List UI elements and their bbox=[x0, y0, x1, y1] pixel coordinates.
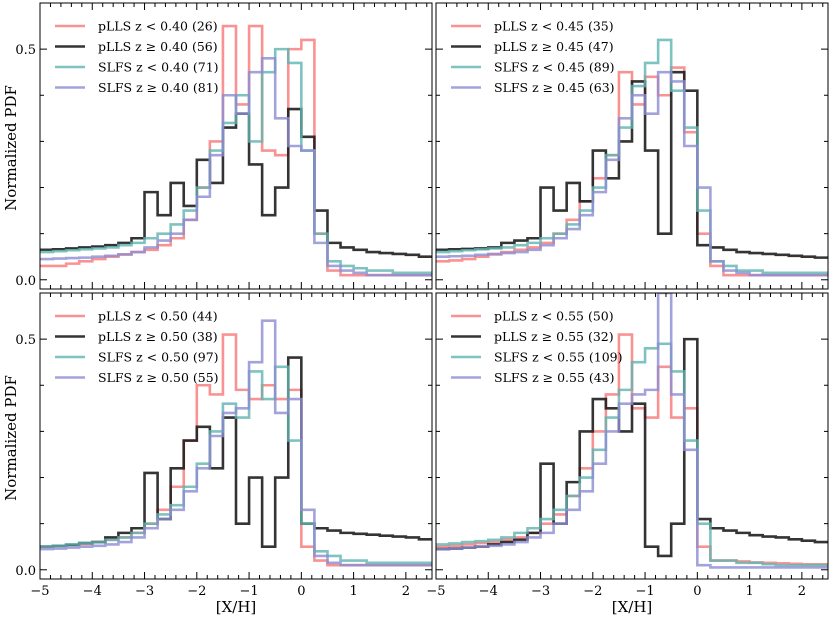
panel-top-left: 0.0 0.5 pLLS z < 0.40 (26) pLLS z ≥ 0.40 (5… bbox=[15, 2, 433, 290]
plot-frame bbox=[39, 2, 433, 290]
plot-frame bbox=[435, 2, 829, 290]
y-tick-label: 0.5 bbox=[15, 43, 36, 58]
panel-bottom-right: −5 −4 −3 −2 −1 0 1 2 pLLS z < 0.55 (50) pLLS z ≥ … bbox=[426, 292, 829, 599]
chart-panels: 0.0 0.5 pLLS z < 0.40 (26) pLLS z ≥ 0.40 (5… bbox=[15, 2, 829, 599]
legend-label: pLLS z < 0.40 (26) bbox=[98, 19, 218, 34]
series-group bbox=[436, 293, 828, 569]
series-group bbox=[40, 319, 432, 567]
x-tick-label: −5 bbox=[30, 584, 49, 599]
y-tick-label: 0.5 bbox=[15, 333, 36, 348]
series-line-4 bbox=[40, 57, 432, 277]
x-tick-label: −2 bbox=[583, 584, 602, 599]
legend: pLLS z < 0.50 (44) pLLS z ≥ 0.50 (38) SLFS… bbox=[55, 309, 219, 385]
legend-label: SLFS z ≥ 0.45 (63) bbox=[494, 80, 615, 95]
legend-label: pLLS z < 0.50 (44) bbox=[98, 309, 218, 324]
plot-frame bbox=[39, 292, 433, 580]
series-group bbox=[436, 38, 828, 277]
legend-label: pLLS z ≥ 0.55 (32) bbox=[494, 329, 614, 344]
y-tick-label: 0.0 bbox=[15, 564, 36, 579]
series-line-4 bbox=[436, 70, 828, 277]
x-tick-label: 0 bbox=[297, 584, 305, 599]
legend-label: pLLS z ≥ 0.50 (38) bbox=[98, 329, 218, 344]
legend: pLLS z < 0.55 (50) pLLS z ≥ 0.55 (32) SLFS… bbox=[451, 309, 623, 385]
x-tick-label: −3 bbox=[531, 584, 550, 599]
legend: pLLS z < 0.45 (35) pLLS z ≥ 0.45 (47) SLFS… bbox=[451, 19, 615, 95]
y-axis-label-top: Normalized PDF bbox=[2, 85, 20, 211]
x-tick-label: −2 bbox=[187, 584, 206, 599]
legend-label: pLLS z < 0.45 (35) bbox=[494, 19, 614, 34]
x-axis-label-left: [X/H] bbox=[216, 598, 257, 616]
series-group bbox=[40, 24, 432, 277]
plot-frame bbox=[435, 292, 829, 580]
x-tick-label: −4 bbox=[83, 584, 102, 599]
x-axis-label-right: [X/H] bbox=[612, 598, 653, 616]
legend-label: SLFS z ≥ 0.50 (55) bbox=[98, 370, 219, 385]
panel-top-right: pLLS z < 0.45 (35) pLLS z ≥ 0.45 (47) SLFS… bbox=[435, 2, 829, 290]
x-tick-label: 1 bbox=[745, 584, 753, 599]
legend-label: SLFS z < 0.45 (89) bbox=[494, 60, 615, 75]
legend-label: SLFS z < 0.40 (71) bbox=[98, 60, 219, 75]
series-line-2 bbox=[40, 356, 432, 549]
x-tick-label: 1 bbox=[349, 584, 357, 599]
y-tick-label: 0.0 bbox=[15, 274, 36, 289]
legend: pLLS z < 0.40 (26) pLLS z ≥ 0.40 (56) SLFS… bbox=[55, 19, 219, 95]
series-line-4 bbox=[436, 293, 828, 569]
legend-label: SLFS z < 0.50 (97) bbox=[98, 350, 219, 365]
x-tick-label: 0 bbox=[693, 584, 701, 599]
series-line-2 bbox=[436, 337, 828, 558]
legend-label: SLFS z < 0.55 (109) bbox=[494, 350, 623, 365]
x-tick-label: 2 bbox=[798, 584, 806, 599]
legend-label: pLLS z ≥ 0.40 (56) bbox=[98, 39, 218, 54]
legend-label: pLLS z < 0.55 (50) bbox=[494, 309, 614, 324]
series-line-2 bbox=[40, 107, 432, 259]
y-axis-label-bottom: Normalized PDF bbox=[2, 375, 20, 501]
x-tick-label: −1 bbox=[239, 584, 258, 599]
x-tick-label: −4 bbox=[479, 584, 498, 599]
series-line-4 bbox=[40, 319, 432, 567]
x-tick-label: −1 bbox=[635, 584, 654, 599]
legend-label: pLLS z ≥ 0.45 (47) bbox=[494, 39, 614, 54]
x-tick-label: −3 bbox=[135, 584, 154, 599]
x-tick-label: 2 bbox=[402, 584, 410, 599]
legend-label: SLFS z ≥ 0.55 (43) bbox=[494, 370, 615, 385]
legend-label: SLFS z ≥ 0.40 (81) bbox=[98, 80, 219, 95]
x-tick-label: −5 bbox=[426, 584, 445, 599]
